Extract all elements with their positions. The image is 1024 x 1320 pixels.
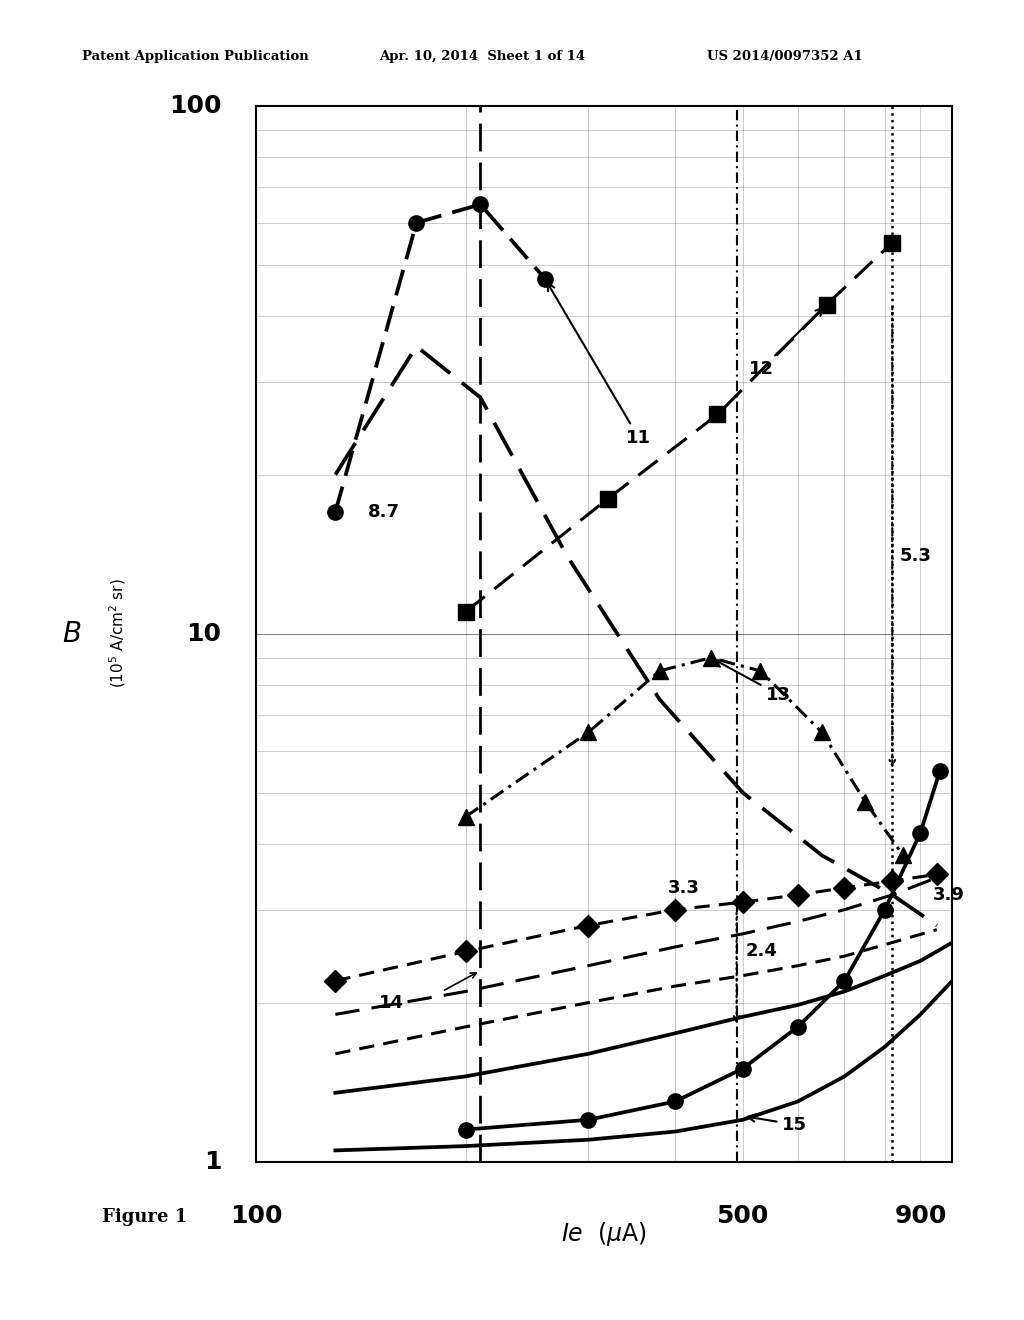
Text: $(10^5\ \mathrm{A/cm^2\ sr})$: $(10^5\ \mathrm{A/cm^2\ sr})$ (108, 578, 128, 689)
Text: 12: 12 (749, 308, 823, 378)
Text: 1: 1 (204, 1150, 221, 1173)
Text: Patent Application Publication: Patent Application Publication (82, 50, 308, 63)
Text: 11: 11 (548, 282, 651, 446)
Text: Figure 1: Figure 1 (102, 1208, 187, 1226)
Text: 8.7: 8.7 (369, 503, 400, 521)
Text: 500: 500 (717, 1204, 769, 1228)
Text: 900: 900 (894, 1204, 946, 1228)
Text: 14: 14 (379, 994, 403, 1011)
Text: 2.4: 2.4 (745, 942, 777, 961)
Text: 100: 100 (229, 1204, 283, 1228)
Text: 13: 13 (716, 660, 791, 704)
Text: 3.3: 3.3 (668, 879, 699, 896)
Text: 3.9: 3.9 (933, 886, 965, 904)
Text: 15: 15 (748, 1114, 807, 1134)
Text: Apr. 10, 2014  Sheet 1 of 14: Apr. 10, 2014 Sheet 1 of 14 (379, 50, 585, 63)
Text: 10: 10 (186, 622, 221, 645)
Text: 100: 100 (169, 94, 221, 117)
Text: 5.3: 5.3 (900, 548, 932, 565)
Text: $\mathit{B}$: $\mathit{B}$ (62, 619, 81, 648)
Text: $\mathit{Ie}$  $(\mu\mathrm{A})$: $\mathit{Ie}$ $(\mu\mathrm{A})$ (561, 1220, 647, 1249)
Text: US 2014/0097352 A1: US 2014/0097352 A1 (707, 50, 862, 63)
